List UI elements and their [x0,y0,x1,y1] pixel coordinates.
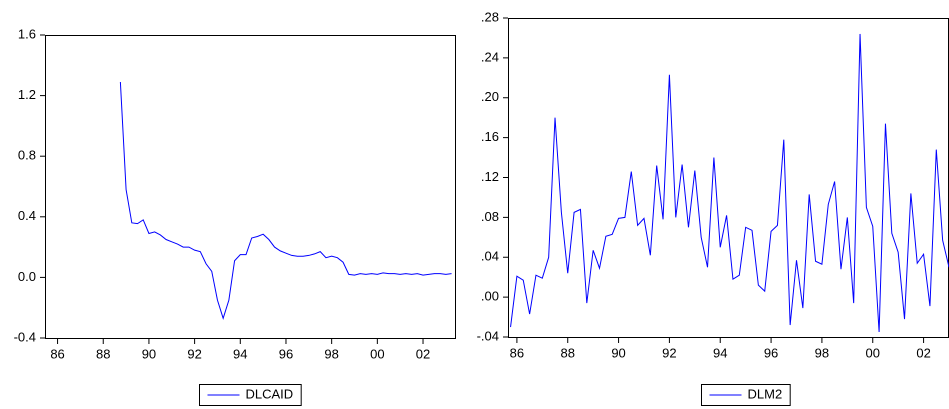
y-tick-label: 1.2 [18,87,36,102]
data-line [119,81,452,320]
plot-frame [45,35,456,339]
x-tick-label: 88 [96,346,110,361]
x-tick-label: 92 [662,345,676,360]
x-tick-label: 98 [324,346,338,361]
series-group [119,81,452,320]
x-tick-label: 96 [764,345,778,360]
legend-box [199,384,302,406]
y-tick-label: 0.8 [18,148,36,163]
y-tick-label: .04 [481,249,499,264]
x-tick-label: 94 [233,346,247,361]
y-tick-label: 1.6 [18,26,36,41]
legend: DLCAID [199,384,302,406]
x-tick-label: 00 [866,345,880,360]
plot-frame [508,18,949,338]
x-tick-label: 98 [815,345,829,360]
legend-label: DLM2 [748,386,783,401]
y-tick-label: -.04 [477,328,499,343]
y-tick-label: 0.4 [18,208,36,223]
y-tick-label: .12 [481,169,499,184]
y-tick-label: .00 [481,289,499,304]
data-line [510,33,949,333]
series-group [510,33,949,333]
y-tick-label: 0.0 [18,269,36,284]
x-tick-label: 00 [370,346,384,361]
x-tick-label: 86 [50,346,64,361]
legend-box [701,384,791,406]
y-tick-label: -0.4 [14,329,36,344]
y-tick-label: .16 [481,129,499,144]
x-tick-label: 88 [560,345,574,360]
x-tick-label: 90 [142,346,156,361]
legend: DLM2 [701,384,791,406]
legend-label: DLCAID [246,386,294,401]
x-tick-label: 86 [510,345,524,360]
y-tick-label: .20 [481,89,499,104]
y-tick-label: .28 [481,9,499,24]
y-tick-label: .08 [481,209,499,224]
y-tick-label: .24 [481,49,499,64]
x-tick-label: 96 [279,346,293,361]
x-tick-label: 92 [187,346,201,361]
x-tick-label: 94 [713,345,727,360]
x-tick-label: 02 [916,345,930,360]
x-tick-label: 90 [611,345,625,360]
x-tick-label: 02 [416,346,430,361]
